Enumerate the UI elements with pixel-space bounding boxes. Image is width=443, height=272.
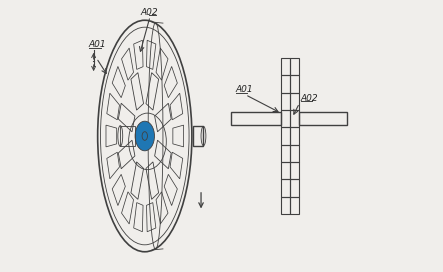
Text: A01: A01 bbox=[236, 85, 253, 94]
Bar bbox=[281, 145, 290, 162]
Bar bbox=[299, 112, 347, 125]
Bar bbox=[290, 197, 299, 214]
Bar bbox=[290, 58, 299, 75]
Text: A01: A01 bbox=[89, 40, 106, 49]
Bar bbox=[290, 93, 299, 110]
Bar bbox=[281, 58, 290, 75]
Bar bbox=[281, 197, 290, 214]
Bar bbox=[281, 127, 290, 145]
Bar bbox=[290, 179, 299, 197]
Bar bbox=[281, 110, 290, 127]
Text: A02: A02 bbox=[301, 94, 319, 103]
Text: A02: A02 bbox=[141, 8, 158, 17]
Bar bbox=[290, 110, 299, 127]
Bar bbox=[281, 162, 290, 179]
Bar bbox=[120, 126, 135, 146]
Bar bbox=[290, 127, 299, 145]
Ellipse shape bbox=[135, 121, 155, 151]
Bar bbox=[231, 112, 281, 125]
Bar bbox=[290, 162, 299, 179]
Bar bbox=[281, 93, 290, 110]
Bar bbox=[281, 75, 290, 93]
Bar bbox=[290, 145, 299, 162]
Bar bbox=[193, 126, 203, 146]
Bar bbox=[290, 75, 299, 93]
Bar bbox=[281, 179, 290, 197]
